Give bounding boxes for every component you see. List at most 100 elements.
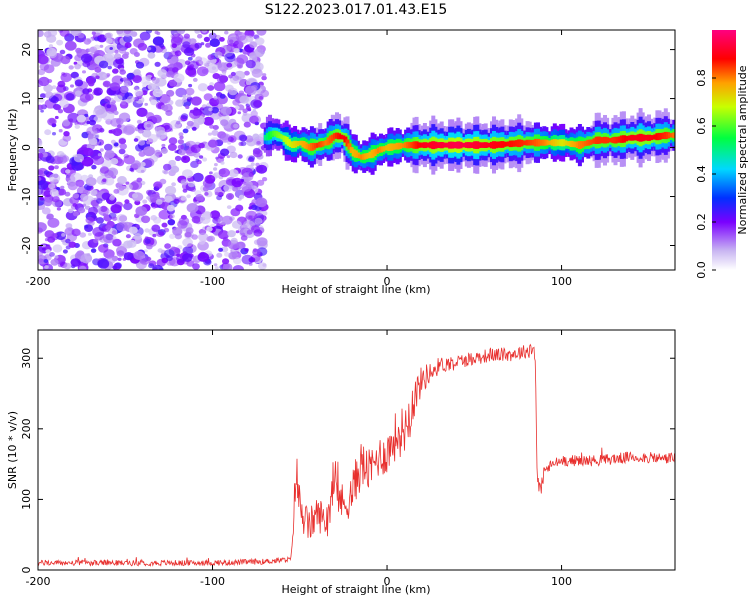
noise-blob <box>148 263 155 269</box>
noise-blob <box>171 33 184 43</box>
noise-blob <box>133 52 140 57</box>
noise-blob <box>228 251 238 260</box>
noise-blob <box>116 185 129 196</box>
noise-blob <box>71 228 81 237</box>
noise-blob <box>225 193 235 200</box>
ridge-cell <box>592 138 597 144</box>
noise-blob <box>38 69 46 76</box>
snr-xtick-label: -200 <box>26 575 51 588</box>
noise-blob <box>195 56 203 62</box>
noise-blob <box>245 85 257 96</box>
noise-blob <box>226 205 232 210</box>
noise-blob <box>154 30 159 35</box>
spectrogram-ytick-label: -10 <box>20 188 33 206</box>
ridge-cell <box>335 132 339 139</box>
ridge-cell <box>404 142 409 148</box>
colorbar-tick-label: 0.2 <box>695 213 708 231</box>
ridge-cell <box>437 142 442 148</box>
noise-blob <box>44 91 54 99</box>
ridge-cell <box>531 139 536 146</box>
ridge-cell <box>655 133 660 141</box>
noise-blob <box>43 31 52 38</box>
noise-blob <box>217 217 227 225</box>
noise-blob <box>133 250 145 260</box>
noise-blob <box>102 213 107 217</box>
colorbar-tick-label: 0.6 <box>695 117 708 135</box>
noise-blob <box>261 75 267 81</box>
noise-blob <box>252 149 263 158</box>
ridge-cell <box>536 138 540 147</box>
noise-blob <box>67 208 74 214</box>
noise-blob <box>198 232 209 242</box>
ridge-cell <box>458 141 463 149</box>
noise-blob <box>49 188 59 197</box>
ridge-cell <box>322 141 327 146</box>
noise-blob <box>98 60 109 69</box>
noise-blob <box>61 233 66 237</box>
noise-blob <box>137 42 148 51</box>
noise-blob <box>146 46 152 51</box>
noise-blob <box>112 265 118 270</box>
noise-blob <box>59 49 66 55</box>
noise-blob <box>118 148 126 155</box>
noise-blob <box>258 96 264 100</box>
ridge-cell <box>456 141 461 149</box>
noise-blob <box>216 252 223 258</box>
noise-blob <box>146 123 151 128</box>
ridge-cell <box>540 140 545 146</box>
noise-blob <box>232 265 244 270</box>
noise-blob <box>236 54 249 64</box>
ridge-cell <box>314 143 318 149</box>
ridge-cell <box>498 141 503 148</box>
noise-blob <box>38 251 43 257</box>
noise-blob <box>136 107 148 118</box>
noise-blob <box>169 233 176 239</box>
ridge-cell <box>533 138 538 147</box>
noise-blob <box>46 213 54 220</box>
ridge-cell <box>619 135 624 143</box>
noise-blob <box>256 237 268 247</box>
ridge-cell <box>665 132 670 139</box>
ridge-cell <box>307 144 312 151</box>
noise-blob <box>253 100 263 108</box>
noise-blob <box>185 142 191 147</box>
noise-blob <box>227 230 236 238</box>
snr-ytick-label: 100 <box>20 489 33 510</box>
noise-blob <box>213 263 218 267</box>
noise-blob <box>144 102 148 106</box>
ridge-cell <box>410 142 415 148</box>
noise-blob <box>93 115 102 123</box>
noise-blob <box>54 104 62 111</box>
ridge-cell <box>544 139 549 146</box>
ridge-cell <box>513 140 517 147</box>
ridge-cell <box>353 150 358 158</box>
noise-blob <box>82 88 90 95</box>
ridge-cell <box>481 142 486 148</box>
ridge-cell <box>521 140 526 146</box>
noise-blob <box>204 174 216 184</box>
noise-blob <box>102 178 107 182</box>
ridge-cell <box>464 142 469 148</box>
noise-blob <box>159 178 167 185</box>
ridge-cell <box>615 136 620 143</box>
noise-blob <box>102 74 108 78</box>
noise-blob <box>52 196 60 203</box>
ridge-cell <box>487 142 492 148</box>
noise-blob <box>189 64 195 69</box>
noise-blob <box>105 224 112 230</box>
noise-blob <box>86 76 95 84</box>
ridge-cell <box>385 145 390 151</box>
ridge-cell <box>268 131 272 140</box>
noise-blob <box>102 111 115 121</box>
ridge-cell <box>584 140 589 146</box>
ridge-cell <box>376 147 381 153</box>
noise-blob <box>222 72 226 76</box>
ridge-cell <box>519 139 524 147</box>
ridge-cell <box>374 148 379 154</box>
noise-blob <box>155 199 163 205</box>
noise-blob <box>48 165 55 171</box>
snr-axes: -200 -100 0 100 0 100 200 300 <box>20 330 675 588</box>
snr-xlabel: Height of straight line (km) <box>281 583 430 596</box>
noise-blob <box>207 132 212 136</box>
noise-blob <box>130 180 143 190</box>
